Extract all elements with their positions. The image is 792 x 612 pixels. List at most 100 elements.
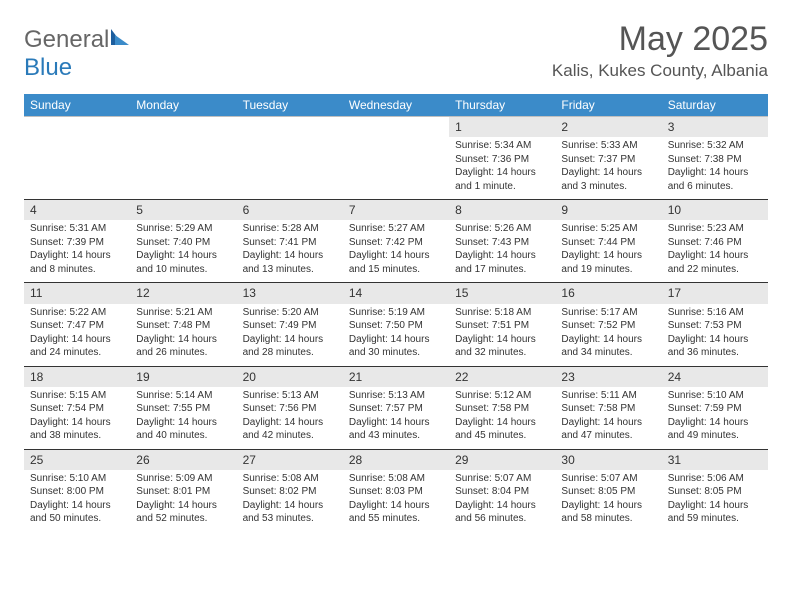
day-body: Sunrise: 5:19 AMSunset: 7:50 PMDaylight:… bbox=[343, 304, 449, 366]
day-body: Sunrise: 5:07 AMSunset: 8:05 PMDaylight:… bbox=[555, 470, 661, 532]
calendar-day: 11Sunrise: 5:22 AMSunset: 7:47 PMDayligh… bbox=[24, 283, 130, 366]
sunrise-line: Sunrise: 5:33 AM bbox=[561, 139, 655, 153]
daylight-line: Daylight: 14 hours and 47 minutes. bbox=[561, 416, 655, 443]
day-body: Sunrise: 5:09 AMSunset: 8:01 PMDaylight:… bbox=[130, 470, 236, 532]
day-body: Sunrise: 5:28 AMSunset: 7:41 PMDaylight:… bbox=[237, 220, 343, 282]
day-number: 5 bbox=[130, 200, 236, 220]
day-body: Sunrise: 5:10 AMSunset: 7:59 PMDaylight:… bbox=[662, 387, 768, 449]
sunrise-line: Sunrise: 5:10 AM bbox=[30, 472, 124, 486]
sunrise-line: Sunrise: 5:31 AM bbox=[30, 222, 124, 236]
calendar-day: 7Sunrise: 5:27 AMSunset: 7:42 PMDaylight… bbox=[343, 200, 449, 283]
sunset-line: Sunset: 8:05 PM bbox=[561, 485, 655, 499]
calendar-day: 1Sunrise: 5:34 AMSunset: 7:36 PMDaylight… bbox=[449, 117, 555, 200]
daylight-line: Daylight: 14 hours and 22 minutes. bbox=[668, 249, 762, 276]
brand-text: GeneralBlue bbox=[24, 26, 135, 82]
sunrise-line: Sunrise: 5:18 AM bbox=[455, 306, 549, 320]
sunrise-line: Sunrise: 5:28 AM bbox=[243, 222, 337, 236]
calendar-day: 9Sunrise: 5:25 AMSunset: 7:44 PMDaylight… bbox=[555, 200, 661, 283]
sunset-line: Sunset: 7:47 PM bbox=[30, 319, 124, 333]
calendar-day: 23Sunrise: 5:11 AMSunset: 7:58 PMDayligh… bbox=[555, 366, 661, 449]
calendar-day: 27Sunrise: 5:08 AMSunset: 8:02 PMDayligh… bbox=[237, 449, 343, 532]
sunset-line: Sunset: 7:53 PM bbox=[668, 319, 762, 333]
day-number: 26 bbox=[130, 450, 236, 470]
day-body: Sunrise: 5:29 AMSunset: 7:40 PMDaylight:… bbox=[130, 220, 236, 282]
day-number: 19 bbox=[130, 367, 236, 387]
weekday-header: Saturday bbox=[662, 94, 768, 117]
sunrise-line: Sunrise: 5:21 AM bbox=[136, 306, 230, 320]
sunset-line: Sunset: 7:55 PM bbox=[136, 402, 230, 416]
calendar-day bbox=[130, 117, 236, 200]
sunrise-line: Sunrise: 5:06 AM bbox=[668, 472, 762, 486]
sunrise-line: Sunrise: 5:13 AM bbox=[243, 389, 337, 403]
daylight-line: Daylight: 14 hours and 28 minutes. bbox=[243, 333, 337, 360]
title-block: May 2025 Kalis, Kukes County, Albania bbox=[552, 20, 768, 81]
sunset-line: Sunset: 8:03 PM bbox=[349, 485, 443, 499]
sunrise-line: Sunrise: 5:14 AM bbox=[136, 389, 230, 403]
daylight-line: Daylight: 14 hours and 30 minutes. bbox=[349, 333, 443, 360]
daylight-line: Daylight: 14 hours and 3 minutes. bbox=[561, 166, 655, 193]
calendar-day bbox=[343, 117, 449, 200]
day-body: Sunrise: 5:32 AMSunset: 7:38 PMDaylight:… bbox=[662, 137, 768, 199]
day-number-empty bbox=[130, 117, 236, 137]
calendar-head: SundayMondayTuesdayWednesdayThursdayFrid… bbox=[24, 94, 768, 117]
day-number: 21 bbox=[343, 367, 449, 387]
sunrise-line: Sunrise: 5:17 AM bbox=[561, 306, 655, 320]
calendar-day bbox=[24, 117, 130, 200]
day-number: 18 bbox=[24, 367, 130, 387]
calendar-day: 14Sunrise: 5:19 AMSunset: 7:50 PMDayligh… bbox=[343, 283, 449, 366]
daylight-line: Daylight: 14 hours and 50 minutes. bbox=[30, 499, 124, 526]
day-number: 2 bbox=[555, 117, 661, 137]
daylight-line: Daylight: 14 hours and 38 minutes. bbox=[30, 416, 124, 443]
day-number-empty bbox=[343, 117, 449, 137]
day-body: Sunrise: 5:10 AMSunset: 8:00 PMDaylight:… bbox=[24, 470, 130, 532]
daylight-line: Daylight: 14 hours and 53 minutes. bbox=[243, 499, 337, 526]
calendar-day bbox=[237, 117, 343, 200]
sunset-line: Sunset: 7:42 PM bbox=[349, 236, 443, 250]
calendar-day: 4Sunrise: 5:31 AMSunset: 7:39 PMDaylight… bbox=[24, 200, 130, 283]
calendar-day: 20Sunrise: 5:13 AMSunset: 7:56 PMDayligh… bbox=[237, 366, 343, 449]
day-number: 17 bbox=[662, 283, 768, 303]
calendar-day: 25Sunrise: 5:10 AMSunset: 8:00 PMDayligh… bbox=[24, 449, 130, 532]
day-body: Sunrise: 5:12 AMSunset: 7:58 PMDaylight:… bbox=[449, 387, 555, 449]
daylight-line: Daylight: 14 hours and 52 minutes. bbox=[136, 499, 230, 526]
daylight-line: Daylight: 14 hours and 43 minutes. bbox=[349, 416, 443, 443]
calendar-day: 26Sunrise: 5:09 AMSunset: 8:01 PMDayligh… bbox=[130, 449, 236, 532]
day-body: Sunrise: 5:15 AMSunset: 7:54 PMDaylight:… bbox=[24, 387, 130, 449]
calendar-day: 5Sunrise: 5:29 AMSunset: 7:40 PMDaylight… bbox=[130, 200, 236, 283]
day-number-empty bbox=[24, 117, 130, 137]
calendar-day: 29Sunrise: 5:07 AMSunset: 8:04 PMDayligh… bbox=[449, 449, 555, 532]
day-body: Sunrise: 5:17 AMSunset: 7:52 PMDaylight:… bbox=[555, 304, 661, 366]
day-body: Sunrise: 5:34 AMSunset: 7:36 PMDaylight:… bbox=[449, 137, 555, 199]
day-body: Sunrise: 5:31 AMSunset: 7:39 PMDaylight:… bbox=[24, 220, 130, 282]
sunset-line: Sunset: 7:58 PM bbox=[561, 402, 655, 416]
day-number: 25 bbox=[24, 450, 130, 470]
day-body: Sunrise: 5:26 AMSunset: 7:43 PMDaylight:… bbox=[449, 220, 555, 282]
sunrise-line: Sunrise: 5:13 AM bbox=[349, 389, 443, 403]
weekday-header: Thursday bbox=[449, 94, 555, 117]
sunrise-line: Sunrise: 5:32 AM bbox=[668, 139, 762, 153]
day-body: Sunrise: 5:23 AMSunset: 7:46 PMDaylight:… bbox=[662, 220, 768, 282]
sunset-line: Sunset: 8:04 PM bbox=[455, 485, 549, 499]
day-number: 24 bbox=[662, 367, 768, 387]
sunset-line: Sunset: 7:46 PM bbox=[668, 236, 762, 250]
day-body: Sunrise: 5:08 AMSunset: 8:02 PMDaylight:… bbox=[237, 470, 343, 532]
calendar-week: 18Sunrise: 5:15 AMSunset: 7:54 PMDayligh… bbox=[24, 366, 768, 449]
sunset-line: Sunset: 7:38 PM bbox=[668, 153, 762, 167]
day-number: 20 bbox=[237, 367, 343, 387]
day-number: 27 bbox=[237, 450, 343, 470]
day-body: Sunrise: 5:07 AMSunset: 8:04 PMDaylight:… bbox=[449, 470, 555, 532]
brand-general: General bbox=[24, 26, 109, 53]
calendar-table: SundayMondayTuesdayWednesdayThursdayFrid… bbox=[24, 94, 768, 532]
day-number-empty bbox=[237, 117, 343, 137]
calendar-day: 17Sunrise: 5:16 AMSunset: 7:53 PMDayligh… bbox=[662, 283, 768, 366]
sunset-line: Sunset: 7:36 PM bbox=[455, 153, 549, 167]
day-number: 3 bbox=[662, 117, 768, 137]
sunset-line: Sunset: 8:00 PM bbox=[30, 485, 124, 499]
day-number: 29 bbox=[449, 450, 555, 470]
day-number: 31 bbox=[662, 450, 768, 470]
day-number: 12 bbox=[130, 283, 236, 303]
sail-icon bbox=[109, 26, 135, 46]
daylight-line: Daylight: 14 hours and 8 minutes. bbox=[30, 249, 124, 276]
sunset-line: Sunset: 7:54 PM bbox=[30, 402, 124, 416]
daylight-line: Daylight: 14 hours and 42 minutes. bbox=[243, 416, 337, 443]
